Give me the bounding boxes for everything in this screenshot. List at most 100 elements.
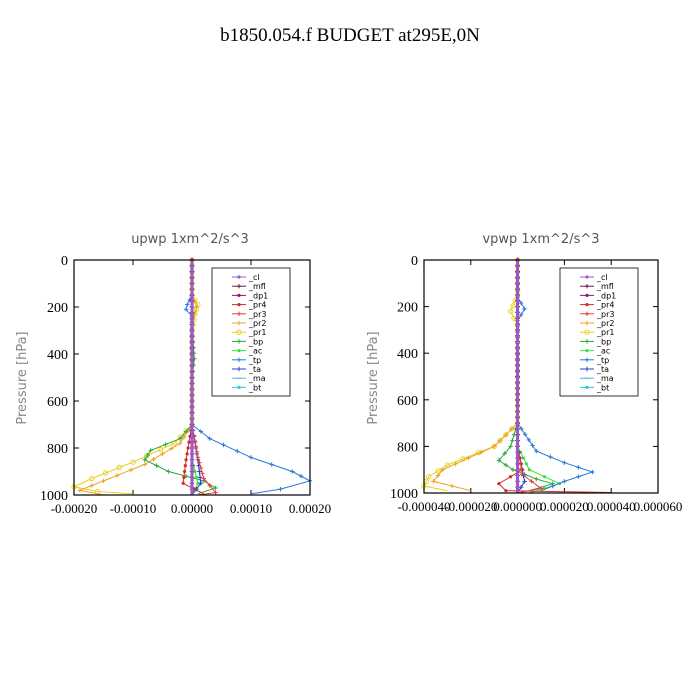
panel-vpwp-title: vpwp 1xm^2/s^3: [482, 232, 599, 247]
legend-item_dp1: _dp1: [232, 291, 268, 300]
legend-label: _ta: [248, 365, 261, 374]
series-marker_pr3: [520, 472, 525, 477]
legend-item_mfl: _mfl: [232, 282, 266, 291]
panel-vpwp-legend: _cl_mfl_dp1_pr4_pr3_pr2_pr1_bp_ac_tp_ta_…: [559, 267, 639, 397]
y-tick-label: 600: [397, 394, 418, 409]
x-tick-label: 0.000040: [587, 499, 636, 514]
legend-box: [211, 267, 291, 397]
series-marker_cl: [516, 316, 520, 320]
legend-item_bt: _bt: [580, 383, 609, 392]
series-marker_pr2: [449, 483, 455, 489]
legend-label: _ac: [248, 347, 262, 356]
series-marker_ta: [522, 479, 527, 484]
series-marker_cl: [516, 369, 520, 373]
legend-label: _pr1: [596, 328, 614, 337]
series-marker_cl: [190, 270, 194, 274]
series-marker_cl: [190, 446, 194, 450]
legend-marker: [585, 275, 589, 279]
series-marker_pr2: [128, 467, 134, 473]
series-marker_pr4: [508, 475, 513, 479]
series-marker_pr2: [194, 304, 199, 310]
legend-label: _pr3: [596, 310, 614, 319]
series-marker_pr2: [115, 473, 120, 478]
series-marker_tp: [576, 465, 581, 470]
series-marker_cl: [516, 438, 520, 443]
series-marker_pr3: [193, 444, 199, 449]
series-line_pr2: [432, 260, 519, 492]
series-marker_pr1: [116, 464, 122, 471]
series_bp: [496, 257, 555, 492]
series-marker_pr4: [186, 446, 190, 450]
legend-label: _ma: [596, 374, 614, 383]
series-marker_pr2: [181, 434, 187, 440]
series-marker_cl: [190, 299, 194, 303]
legend-marker: [237, 293, 241, 297]
series-marker_pr1: [426, 474, 432, 480]
series-marker_pr3: [192, 438, 198, 444]
series-marker_cl: [516, 444, 520, 448]
legend-marker: [236, 329, 242, 335]
series-marker_pr2: [169, 446, 174, 451]
series-marker_tp: [522, 432, 528, 437]
series-marker_cl: [190, 381, 194, 385]
series-marker_ac: [527, 468, 531, 472]
x-tick-label: -0.000020: [444, 499, 497, 514]
series-marker_bp: [502, 451, 507, 456]
series-marker_tp: [290, 469, 295, 474]
series-marker_ac: [194, 475, 199, 479]
series-marker_tp: [522, 306, 527, 312]
series-marker_bp: [154, 463, 159, 468]
series-marker_pr4: [187, 440, 191, 444]
legend-marker: [585, 385, 589, 389]
series-line_pr1: [423, 260, 519, 492]
legend-item_ma: _ma: [232, 374, 266, 383]
y-tick-label: 0: [411, 254, 418, 269]
legend-label: _ma: [248, 374, 266, 383]
x-tick-label: 0.000060: [634, 499, 683, 514]
series-marker_cl: [190, 358, 194, 362]
series-marker_cl: [516, 287, 520, 291]
series-marker_ac: [193, 469, 197, 474]
legend-item_ac: _ac: [580, 347, 610, 356]
series-marker_cl: [190, 428, 194, 432]
x-tick-label: 0.000020: [540, 499, 589, 514]
series-marker_ac: [524, 462, 528, 466]
legend-item_pr3: _pr3: [232, 310, 266, 319]
series-marker_pr2: [431, 479, 436, 484]
series-marker_pr2: [503, 432, 509, 437]
legend-marker: [584, 357, 590, 362]
series-marker_cl: [516, 462, 520, 466]
series-marker_pr4: [184, 458, 188, 462]
y-tick-label: 0: [61, 254, 68, 269]
series-marker_cl: [516, 404, 520, 408]
series-marker_tp: [185, 302, 190, 307]
legend-item_tp: _tp: [580, 356, 609, 365]
series-marker_tp: [221, 442, 226, 448]
x-tick-label: 0.00020: [289, 501, 331, 516]
legend-marker: [585, 303, 589, 307]
series-marker_pr1: [157, 446, 164, 453]
series-marker_ac: [196, 481, 200, 485]
legend-marker: [585, 349, 589, 353]
series-marker_cl: [190, 475, 194, 479]
series-marker_cl: [190, 346, 194, 350]
series-marker_pr1: [510, 303, 516, 309]
series-marker_cl: [190, 370, 194, 374]
legend-marker: [584, 329, 590, 335]
series-marker_bp: [503, 462, 509, 468]
series-marker_tp: [562, 479, 567, 484]
y-tick-label: 400: [47, 348, 68, 363]
legend-item_mfl: _mfl: [580, 282, 614, 291]
series-marker_cl: [190, 487, 194, 491]
series-marker_pr1: [130, 459, 136, 465]
series-marker_cl: [516, 409, 520, 414]
series-marker_pr3: [200, 471, 205, 476]
series-marker_pr3: [201, 476, 206, 481]
series-marker_cl: [516, 374, 520, 379]
series-marker_cl: [516, 392, 520, 396]
series-marker_cl: [190, 399, 194, 403]
series-marker_cl: [190, 340, 194, 344]
series-marker_cl: [190, 417, 194, 421]
series-marker_cl: [516, 281, 520, 285]
series-marker_bp: [183, 429, 189, 434]
